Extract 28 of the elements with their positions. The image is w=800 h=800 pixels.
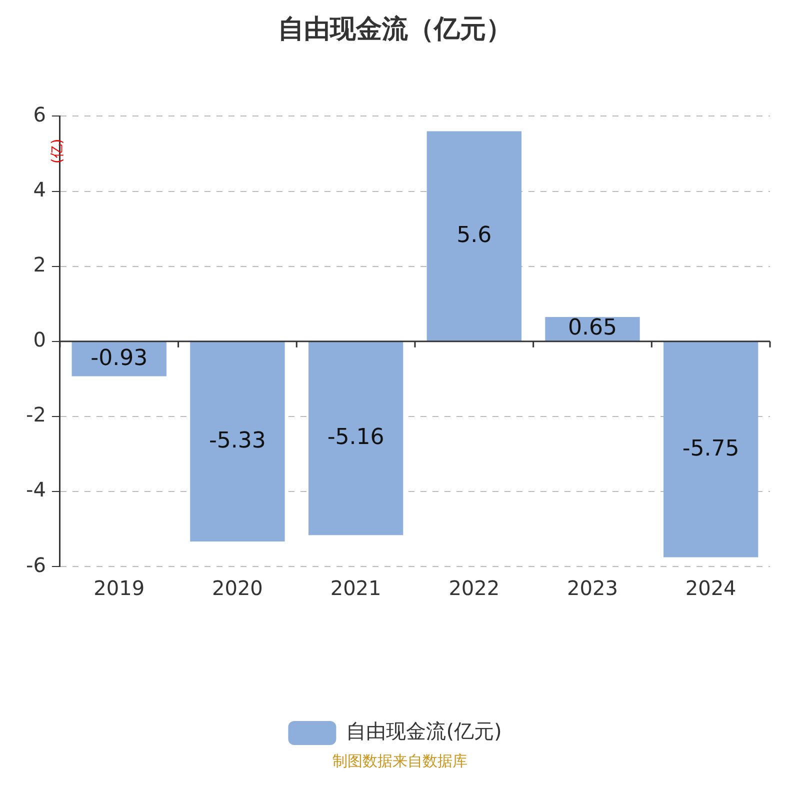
data-label: -0.93: [90, 346, 148, 371]
chart-title: 自由现金流（亿元）: [278, 14, 512, 44]
data-label: 5.6: [456, 222, 492, 248]
text: 制图数据来自数据库: [332, 752, 468, 771]
x-tick-label: 2021: [330, 576, 382, 600]
x-tick-label: 2023: [567, 576, 618, 600]
legend-label: 自由现金流(亿元): [346, 719, 502, 744]
y-tick-label: 6: [33, 102, 46, 126]
y-tick-label: -6: [26, 552, 46, 577]
y-tick-label: 4: [33, 177, 46, 202]
x-tick-label: 2020: [212, 576, 263, 600]
data-label: -5.33: [208, 428, 266, 454]
y-tick-label: 2: [33, 252, 46, 277]
y-tick-label: -4: [26, 478, 46, 502]
data-label: -5.75: [682, 436, 740, 462]
y-axis-title: (亿): [50, 138, 66, 164]
bar: [308, 342, 404, 536]
data-label: -5.16: [327, 425, 384, 450]
bar: [663, 342, 758, 558]
bar: [190, 342, 285, 542]
y-tick-label: 0: [33, 328, 46, 352]
y-tick-label: -2: [26, 402, 46, 427]
bar: [426, 131, 522, 341]
data-label: 0.65: [568, 316, 617, 341]
x-tick-label: 2019: [94, 576, 145, 600]
x-tick-label: 2024: [685, 576, 736, 600]
bar: [72, 342, 166, 376]
x-tick-label: 2022: [448, 576, 500, 600]
